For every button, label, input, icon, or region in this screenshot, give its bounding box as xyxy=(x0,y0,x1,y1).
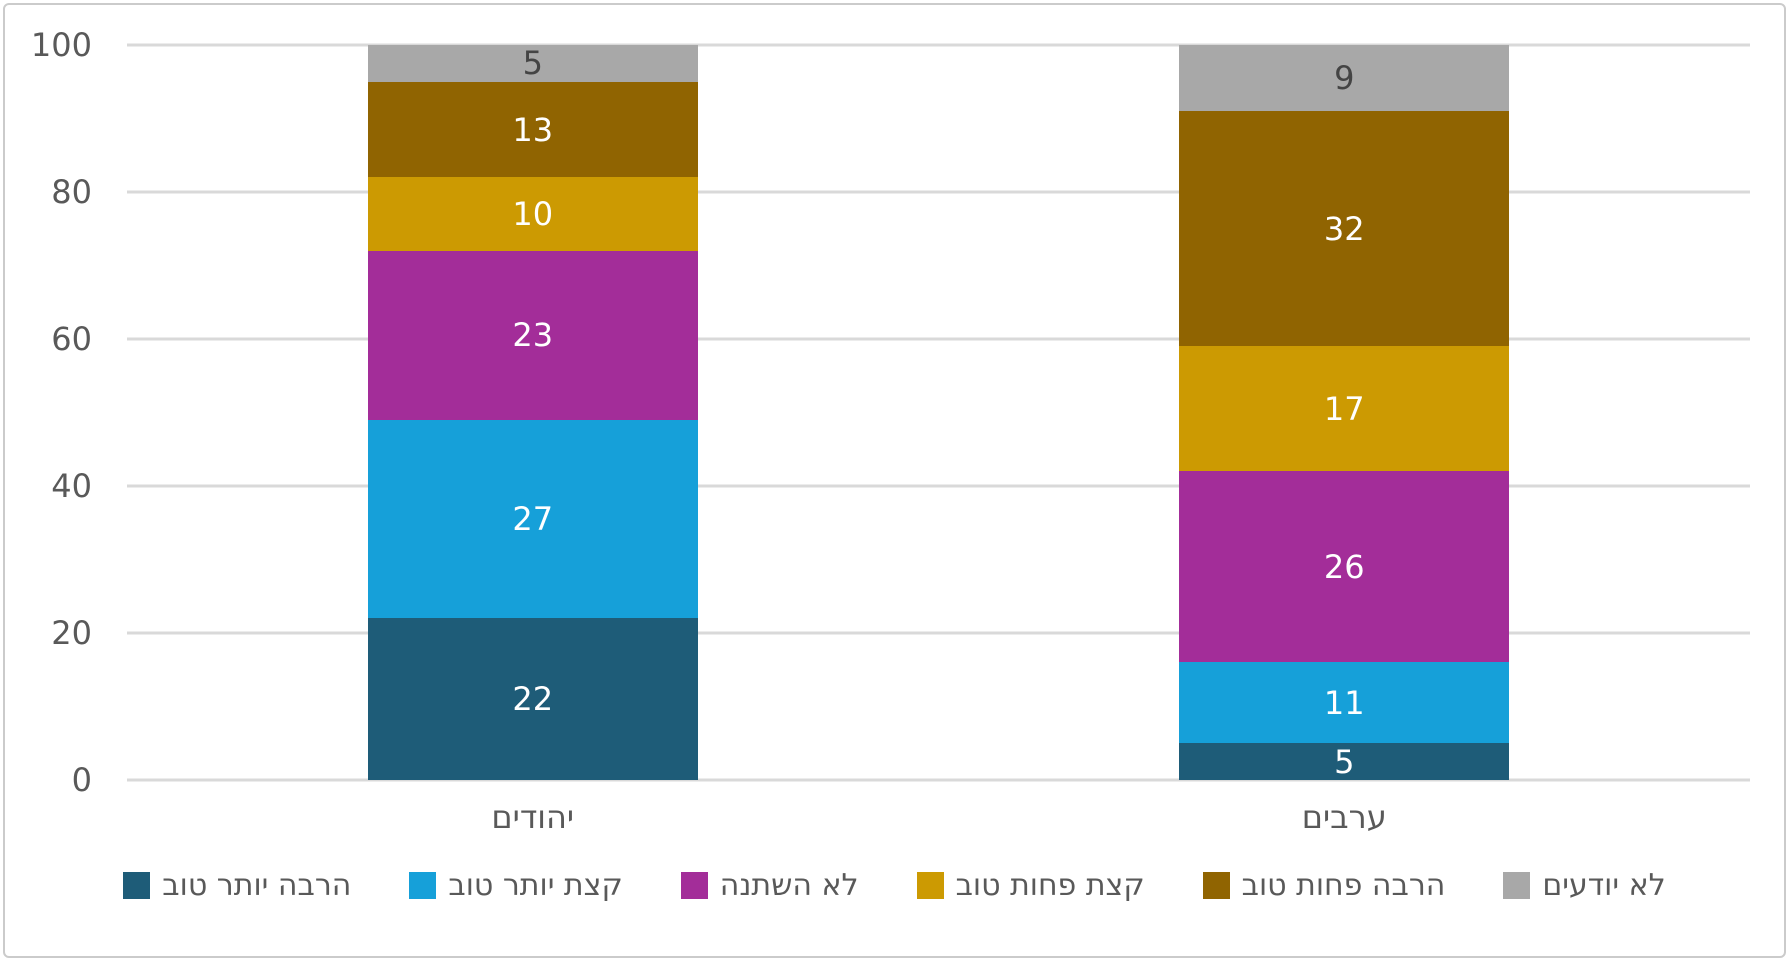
legend-label: הרבה יותר טוב xyxy=(162,868,352,903)
legend-swatch-icon xyxy=(1503,872,1531,899)
legend-label: לא השתנה xyxy=(719,868,859,903)
segment-value-label: 9 xyxy=(1334,59,1355,98)
legend-swatch-icon xyxy=(1202,872,1230,899)
legend: הרבה יותר טוב קצת יותר טוב לא השתנה קצת פחו… xyxy=(0,868,1789,903)
x-category-label-1: ערבים xyxy=(1301,798,1387,836)
bar-segment: 5 xyxy=(367,44,698,83)
stacked-bar-0: 22 27 23 10 13 5 xyxy=(367,44,698,780)
legend-swatch-icon xyxy=(916,872,944,899)
bar-segment: 27 xyxy=(367,419,698,619)
segment-value-label: 27 xyxy=(512,500,554,539)
legend-label: קצת יותר טוב xyxy=(448,868,623,903)
bar-segment: 17 xyxy=(1179,346,1510,472)
legend-item-0: הרבה יותר טוב xyxy=(123,868,351,903)
bar-segment: 11 xyxy=(1179,662,1510,744)
legend-swatch-icon xyxy=(680,872,708,899)
y-tick-label-20: 20 xyxy=(51,614,92,652)
bar-segment: 13 xyxy=(367,81,698,178)
y-tick-label-100: 100 xyxy=(30,26,92,64)
stacked-bar-1: 5 11 26 17 32 9 xyxy=(1179,45,1510,781)
y-tick-label-60: 60 xyxy=(51,320,92,358)
y-tick-label-0: 0 xyxy=(71,761,92,799)
legend-item-2: לא השתנה xyxy=(680,868,859,903)
bar-segment: 10 xyxy=(367,177,698,251)
gridline-0 xyxy=(127,778,1750,782)
gridline-20 xyxy=(127,631,1750,635)
legend-label: הרבה פחות טוב xyxy=(1241,868,1446,903)
bar-segment: 32 xyxy=(1179,111,1510,347)
segment-value-label: 22 xyxy=(512,680,554,719)
x-axis-labels: יהודים ערבים xyxy=(127,798,1750,842)
segment-value-label: 5 xyxy=(522,44,543,83)
segment-value-label: 23 xyxy=(512,316,554,355)
legend-label: לא יודעים xyxy=(1542,868,1666,903)
y-tick-label-40: 40 xyxy=(51,467,92,505)
gridline-40 xyxy=(127,484,1750,488)
bar-segment: 23 xyxy=(367,250,698,420)
segment-value-label: 11 xyxy=(1323,683,1365,722)
bar-segment: 26 xyxy=(1179,471,1510,663)
bar-segment: 9 xyxy=(1179,45,1510,112)
legend-swatch-icon xyxy=(123,872,151,899)
gridline-80 xyxy=(127,190,1750,194)
segment-value-label: 32 xyxy=(1323,209,1365,248)
legend-item-5: לא יודעים xyxy=(1503,868,1666,903)
gridline-60 xyxy=(127,337,1750,341)
y-axis-labels: 0 20 40 60 80 100 xyxy=(0,29,92,796)
legend-label: קצת פחות טוב xyxy=(955,868,1145,903)
segment-value-label: 26 xyxy=(1323,547,1365,586)
y-tick-label-80: 80 xyxy=(51,173,92,211)
x-category-label-0: יהודים xyxy=(491,798,575,836)
plot-area: 22 27 23 10 13 5 5 11 26 17 32 9 xyxy=(127,43,1750,782)
segment-value-label: 5 xyxy=(1334,742,1355,781)
legend-item-1: קצת יותר טוב xyxy=(409,868,623,903)
gridline-100 xyxy=(127,43,1750,47)
legend-item-3: קצת פחות טוב xyxy=(916,868,1145,903)
segment-value-label: 17 xyxy=(1323,389,1365,428)
bar-segment: 5 xyxy=(1179,742,1510,781)
bar-segment: 22 xyxy=(367,618,698,780)
segment-value-label: 10 xyxy=(512,195,554,234)
legend-item-4: הרבה פחות טוב xyxy=(1202,868,1446,903)
legend-swatch-icon xyxy=(409,872,437,899)
segment-value-label: 13 xyxy=(512,110,554,149)
